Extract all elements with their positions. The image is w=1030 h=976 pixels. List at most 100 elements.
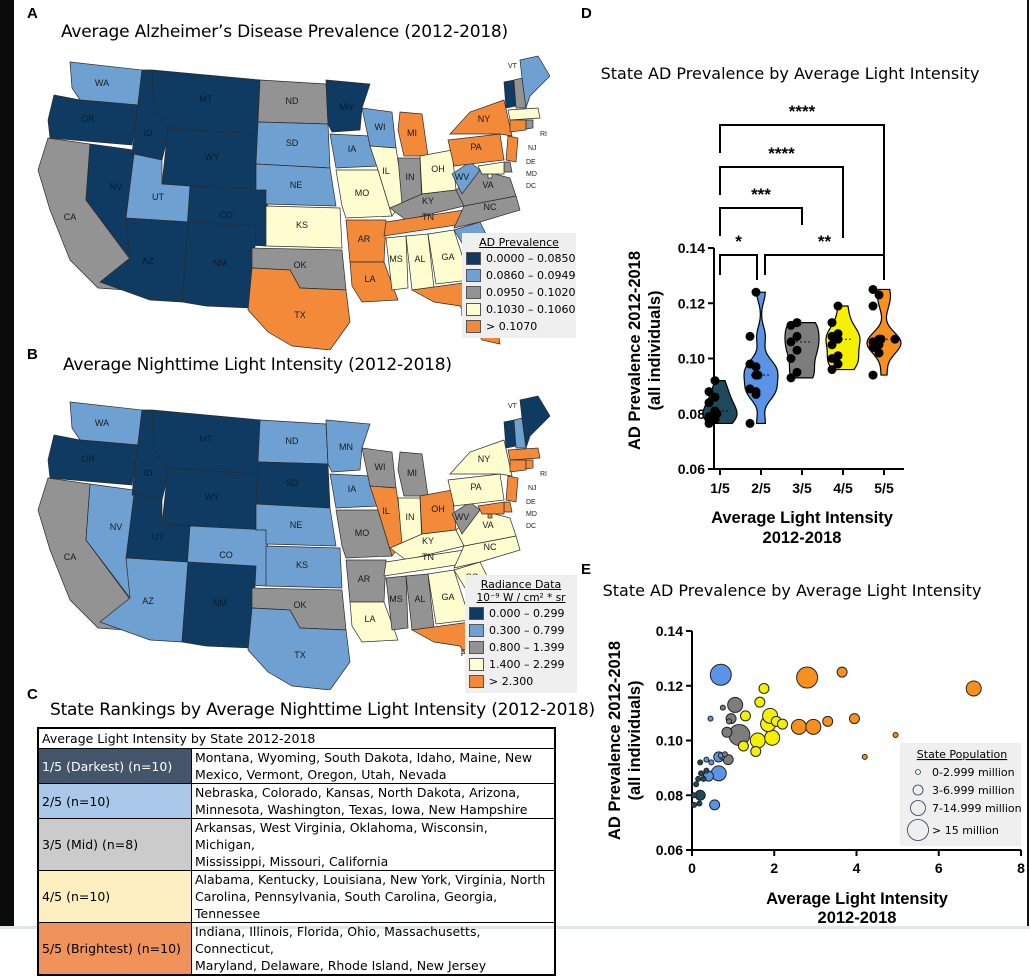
- legend-item: 0.1030 – 0.1060: [462, 301, 576, 318]
- state-bubble: [695, 775, 702, 782]
- state-label: NE: [290, 520, 303, 530]
- state-label: OH: [431, 164, 445, 174]
- state-label: AR: [358, 574, 371, 584]
- state-label: WV: [455, 512, 470, 522]
- panel-b-letter: B: [27, 346, 38, 363]
- right-border: [1027, 0, 1029, 929]
- legend-label: > 15 million: [932, 824, 999, 837]
- table-header: Average Light Intensity by State 2012-20…: [37, 727, 556, 749]
- y-tick-label: 0.12: [656, 678, 683, 694]
- legend-units: 10⁻⁹ W / cm² * sr: [476, 592, 566, 604]
- data-point: [827, 340, 837, 350]
- data-point: [868, 301, 878, 311]
- state-pa: [447, 473, 505, 507]
- state-label: UT: [152, 192, 164, 202]
- data-point: [753, 370, 763, 380]
- state-label: OR: [81, 114, 95, 124]
- legend-swatch: [466, 252, 481, 265]
- state-label: NM: [213, 258, 227, 268]
- population-legend: State Population 0-2.999 million 3-6.999 m…: [900, 743, 1022, 846]
- state-label: VA: [482, 180, 493, 190]
- state-or: [47, 434, 139, 486]
- state-label: IN: [406, 172, 415, 182]
- state-callout-label: DE: [526, 499, 536, 506]
- state-label: NM: [213, 598, 227, 608]
- state-bubble: [750, 745, 762, 757]
- legend-title: Radiance Data: [480, 578, 562, 591]
- state-tx: [247, 267, 351, 350]
- state-callout-label: MD: [526, 511, 537, 518]
- data-point: [745, 359, 755, 369]
- state-callout-label: VT: [508, 403, 518, 410]
- state-label: MT: [200, 434, 213, 444]
- data-point: [786, 373, 796, 383]
- rank-states-line: Minnesota, Washington, Texas, Iowa, New …: [195, 802, 528, 817]
- state-nm: [181, 561, 257, 649]
- y-tick-label: 0.10: [656, 733, 683, 749]
- state-label: WI: [375, 462, 386, 472]
- state-label: LA: [364, 274, 375, 284]
- table-row: 4/5 (n=10) Alabama, Kentucky, Louisiana, …: [37, 870, 556, 923]
- state-ri: [525, 119, 534, 130]
- data-point: [868, 370, 878, 380]
- state-label: IN: [406, 512, 415, 522]
- state-bubble: [727, 696, 744, 713]
- rank-label: 5/5 (Brightest) (n=10): [37, 922, 192, 976]
- significance-bracket: [719, 166, 844, 238]
- rank-states: Montana, Wyoming, South Dakota, Idaho, M…: [191, 748, 556, 784]
- rank-states-line: Mexico, Vermont, Oregon, Utah, Nevada: [195, 767, 447, 782]
- state-bubble: [700, 775, 707, 782]
- legend-swatch: [469, 658, 484, 671]
- legend-swatch: [466, 269, 481, 282]
- data-point: [833, 301, 843, 311]
- state-label: MS: [389, 594, 403, 604]
- state-bubble: [726, 718, 733, 725]
- data-point: [827, 318, 837, 328]
- state-bubble: [749, 732, 766, 749]
- data-point: [792, 345, 802, 355]
- panel-d-letter: D: [581, 5, 592, 22]
- significance-bracket: [719, 124, 885, 260]
- state-label: SD: [286, 478, 299, 488]
- legend-size-marker: [910, 800, 926, 816]
- state-label: OK: [293, 600, 306, 610]
- y-axis-label: AD Prevalence 2012-2018: [626, 251, 644, 450]
- data-point: [868, 284, 878, 294]
- legend-item: 0.0860 – 0.0949: [462, 267, 576, 284]
- state-me: [519, 55, 550, 109]
- x-tick-label: 4/5: [833, 480, 853, 496]
- legend-swatch: [466, 286, 481, 299]
- legend-swatch: [466, 320, 481, 333]
- state-label: VA: [482, 520, 493, 530]
- legend-size-marker: [915, 769, 921, 775]
- state-label: AZ: [142, 596, 154, 606]
- state-ks: [265, 545, 343, 589]
- left-border: [0, 0, 14, 929]
- state-label: KS: [296, 560, 308, 570]
- state-dc: [487, 173, 493, 179]
- state-label: OR: [81, 454, 95, 464]
- state-md: [477, 501, 505, 515]
- state-de: [503, 501, 513, 513]
- state-label: NY: [478, 454, 491, 464]
- state-bubble: [698, 770, 705, 777]
- state-bubble: [703, 756, 710, 763]
- state-bubble: [721, 726, 733, 738]
- legend-swatch: [469, 607, 484, 620]
- panel-c-letter: C: [27, 686, 38, 703]
- state-nm: [181, 221, 257, 309]
- state-label: TN: [422, 212, 434, 222]
- legend-size-marker: [912, 784, 924, 796]
- rank-states: Alabama, Kentucky, Louisiana, New York, …: [191, 870, 556, 923]
- table-row: 5/5 (Brightest) (n=10) Indiana, Illinois,…: [37, 922, 556, 976]
- legend-label: > 2.300: [489, 675, 534, 688]
- state-ne: [255, 163, 337, 207]
- state-label: MI: [407, 128, 417, 138]
- rank-label: 1/5 (Darkest) (n=10): [37, 748, 192, 784]
- x-tick-label: 4: [853, 860, 861, 876]
- state-bubble: [805, 718, 822, 735]
- rank-states-line: Arkansas, West Virginia, Oklahoma, Wisco…: [195, 820, 488, 852]
- state-callout-label: VT: [508, 63, 518, 70]
- legend-swatch: [469, 675, 484, 688]
- legend-label: 0.0860 – 0.0949: [486, 269, 576, 282]
